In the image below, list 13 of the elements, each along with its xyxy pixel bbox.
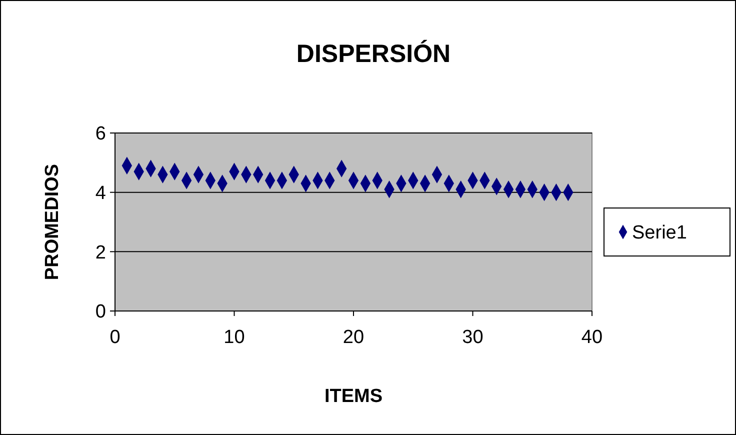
x-axis-title: ITEMS <box>324 386 383 407</box>
y-tick-label: 4 <box>95 182 106 204</box>
y-tick-label: 2 <box>95 242 106 264</box>
x-tick-label: 20 <box>342 327 364 348</box>
y-axis-title: PROMEDIOS <box>42 164 63 280</box>
x-tick-label: 40 <box>581 327 603 348</box>
x-tick-label: 30 <box>462 327 484 348</box>
y-tick-label: 0 <box>95 302 106 323</box>
chart-title: DISPERSIÓN <box>296 39 451 68</box>
x-tick-label: 0 <box>110 327 120 348</box>
y-tick-label: 6 <box>95 124 106 145</box>
legend-label: Serie1 <box>632 222 687 244</box>
x-tick-label: 10 <box>224 327 245 348</box>
